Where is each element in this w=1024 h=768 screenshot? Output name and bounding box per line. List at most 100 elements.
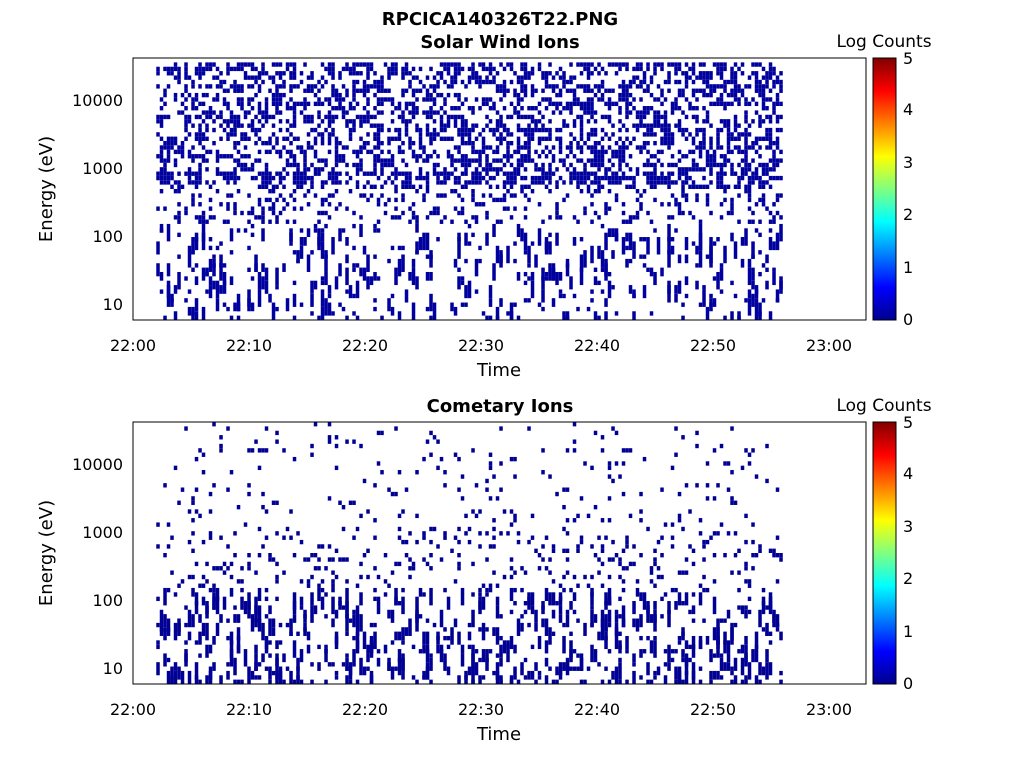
heatmap-cell — [320, 202, 325, 207]
heatmap-cell — [422, 158, 426, 163]
heatmap-cell — [159, 106, 164, 111]
heatmap-cell — [548, 627, 552, 645]
heatmap-cell — [191, 106, 195, 111]
heatmap-cell — [775, 162, 780, 168]
heatmap-cell — [733, 84, 738, 89]
heatmap-cell — [747, 662, 752, 680]
heatmap-cell — [621, 171, 626, 176]
heatmap-cell — [422, 175, 426, 181]
heatmap-cell — [327, 101, 332, 107]
heatmap-cell — [569, 175, 573, 181]
heatmap-cell — [334, 88, 339, 93]
heatmap-cell — [730, 570, 734, 575]
heatmap-cell — [334, 189, 339, 194]
heatmap-cell — [719, 71, 724, 76]
heatmap-cell — [296, 631, 300, 636]
heatmap-cell — [198, 127, 202, 133]
heatmap-cell — [628, 215, 633, 220]
heatmap-cell — [250, 84, 255, 89]
heatmap-cell — [338, 140, 342, 146]
heatmap-cell — [320, 132, 325, 137]
heatmap-cell — [621, 448, 626, 453]
heatmap-cell — [198, 513, 202, 519]
heatmap-cell — [324, 158, 328, 163]
heatmap-cell — [222, 280, 227, 294]
heatmap-cell — [499, 140, 503, 146]
heatmap-cell — [292, 110, 297, 115]
heatmap-cell — [254, 618, 258, 623]
heatmap-cell — [618, 657, 622, 663]
heatmap-cell — [208, 237, 213, 242]
heatmap-cell — [523, 158, 528, 163]
heatmap-cell — [663, 140, 668, 146]
heatmap-cell — [684, 97, 689, 102]
heatmap-cell — [289, 162, 293, 168]
heatmap-cell — [618, 162, 622, 168]
heatmap-cell — [257, 101, 262, 107]
heatmap-cell — [555, 180, 559, 185]
heatmap-cell — [502, 509, 507, 514]
heatmap-cell — [583, 622, 587, 636]
heatmap-cell — [222, 271, 227, 286]
heatmap-cell — [751, 293, 755, 307]
heatmap-cell — [681, 570, 685, 575]
heatmap-cell — [215, 566, 220, 571]
heatmap-cell — [208, 110, 213, 115]
heatmap-cell — [719, 618, 724, 623]
heatmap-cell — [509, 557, 514, 562]
heatmap-cell — [723, 640, 727, 654]
heatmap-cell — [261, 653, 265, 663]
heatmap-cell — [219, 285, 223, 294]
heatmap-cell — [436, 206, 440, 211]
heatmap-cell — [646, 158, 650, 163]
heatmap-cell — [639, 149, 643, 155]
heatmap-cell — [586, 171, 591, 176]
heatmap-cell — [299, 171, 304, 176]
heatmap-cell — [345, 267, 349, 286]
heatmap-cell — [450, 302, 454, 312]
heatmap-cell — [544, 127, 549, 133]
heatmap-cell — [415, 596, 419, 602]
heatmap-cell — [719, 184, 724, 189]
heatmap-cell — [681, 132, 685, 137]
heatmap-cell — [768, 605, 773, 610]
heatmap-cell — [331, 237, 335, 255]
heatmap-cell — [320, 280, 325, 286]
heatmap-cell — [257, 605, 262, 623]
heatmap-cell — [537, 136, 542, 141]
heatmap-cell — [201, 119, 206, 124]
heatmap-cell — [632, 670, 636, 684]
heatmap-cell — [579, 267, 584, 286]
heatmap-cell — [509, 101, 514, 107]
heatmap-cell — [345, 110, 349, 115]
heatmap-cell — [404, 101, 409, 107]
heatmap-cell — [562, 197, 566, 203]
heatmap-cell — [471, 609, 475, 628]
heatmap-cell — [730, 88, 734, 93]
heatmap-cell — [730, 71, 734, 76]
heatmap-cell — [208, 509, 213, 514]
heatmap-cell — [289, 509, 293, 514]
heatmap-cell — [625, 97, 629, 102]
heatmap-cell — [607, 97, 612, 102]
heatmap-cell — [376, 154, 381, 159]
heatmap-cell — [268, 189, 272, 194]
heatmap-cell — [607, 145, 612, 150]
heatmap-cell — [579, 62, 584, 67]
heatmap-cell — [436, 171, 440, 176]
heatmap-cell — [240, 587, 244, 593]
heatmap-cell — [506, 158, 510, 163]
heatmap-cell — [320, 276, 325, 281]
heatmap-cell — [310, 162, 314, 168]
heatmap-cell — [730, 500, 734, 505]
heatmap-cell — [499, 114, 503, 120]
heatmap-cell — [268, 75, 272, 80]
heatmap-cell — [366, 180, 370, 185]
heatmap-cell — [618, 561, 622, 567]
heatmap-cell — [285, 136, 290, 141]
heatmap-cell — [205, 62, 209, 67]
heatmap-cell — [590, 202, 594, 207]
heatmap-cell — [268, 136, 272, 141]
heatmap-cell — [513, 570, 517, 575]
heatmap-cell — [513, 167, 517, 172]
